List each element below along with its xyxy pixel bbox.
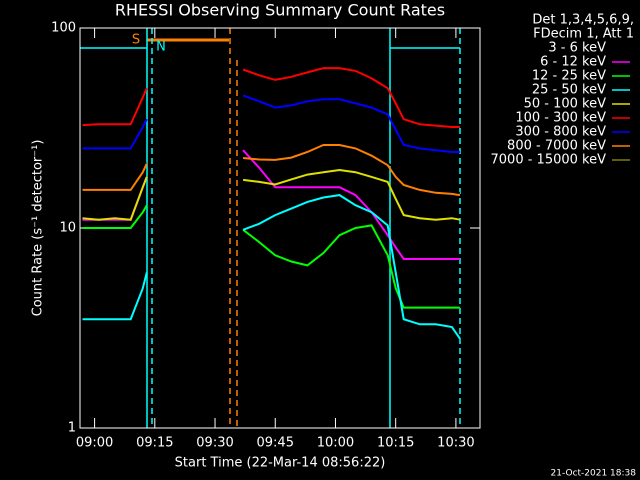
series-line — [82, 194, 461, 340]
x-tick-label: 10:00 — [317, 436, 354, 451]
footer: 21-Oct-2021 18:38 — [551, 469, 637, 479]
legend-label: 50 - 100 keV — [524, 97, 607, 112]
x-tick-label: 09:00 — [76, 436, 113, 451]
y-axis-label: Count Rate (s⁻¹ detector⁻¹) — [31, 140, 46, 317]
legend-header: FDecim 1, Att 1 — [533, 27, 634, 42]
x-tick-label: 09:15 — [136, 436, 173, 451]
legend-label: 6 - 12 keV — [540, 55, 606, 70]
annotation: S — [132, 33, 140, 48]
x-tick-label: 09:45 — [257, 436, 294, 451]
series-line — [82, 144, 461, 197]
y-tick-label: 1 — [68, 421, 76, 436]
y-tick-label: 100 — [51, 21, 76, 36]
series-line — [82, 149, 460, 194]
y-tick-label: 10 — [59, 221, 76, 236]
plot-area — [82, 67, 461, 340]
series-line — [82, 204, 460, 309]
legend-label: 300 - 800 keV — [515, 125, 606, 140]
plot-frame — [79, 27, 481, 429]
markers — [80, 28, 461, 428]
legend-label: 800 - 7000 keV — [507, 139, 606, 154]
series-line — [82, 168, 461, 221]
legend-header: Det 1,3,4,5,6,9, — [532, 13, 634, 28]
x-tick-label: 09:30 — [196, 436, 233, 451]
chart-title: RHESSI Observing Summary Count Rates — [115, 1, 445, 20]
legend-label: 100 - 300 keV — [515, 111, 606, 126]
legend-label: 12 - 25 keV — [532, 69, 606, 84]
x-tick-label: 10:30 — [437, 436, 474, 451]
legend-label: 25 - 50 keV — [532, 83, 606, 98]
series-line — [82, 67, 460, 128]
legend-label: 7000 - 15000 keV — [491, 153, 607, 168]
legend-label: 3 - 6 keV — [548, 41, 606, 56]
x-tick-label: 10:15 — [377, 436, 414, 451]
annotation: N — [156, 40, 166, 55]
series-line — [82, 149, 460, 260]
series-line — [82, 94, 460, 153]
x-axis-label: Start Time (22-Mar-14 08:56:22) — [175, 456, 386, 471]
